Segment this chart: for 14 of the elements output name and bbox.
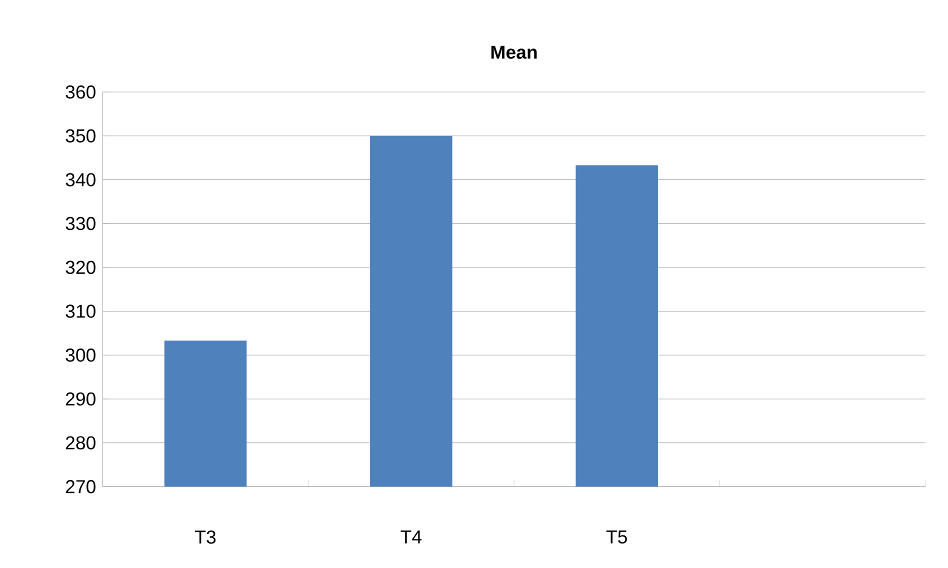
x-tick-label: T3 (195, 530, 216, 544)
y-tick-label: 320 (66, 260, 96, 274)
y-tick-label: 290 (66, 392, 96, 406)
chart-title: Mean (491, 46, 537, 59)
x-tick-label: T5 (606, 530, 627, 544)
x-tick-label: T4 (400, 530, 422, 544)
y-tick-label: 350 (66, 129, 96, 142)
y-tick-label: 280 (66, 436, 96, 450)
y-tick-label: 340 (66, 173, 96, 186)
y-tick-label: 310 (66, 304, 96, 318)
y-tick-label: 300 (66, 348, 96, 362)
y-tick-label: 360 (66, 85, 96, 99)
y-tick-label: 270 (66, 480, 96, 494)
y-tick-label: 330 (66, 216, 96, 230)
